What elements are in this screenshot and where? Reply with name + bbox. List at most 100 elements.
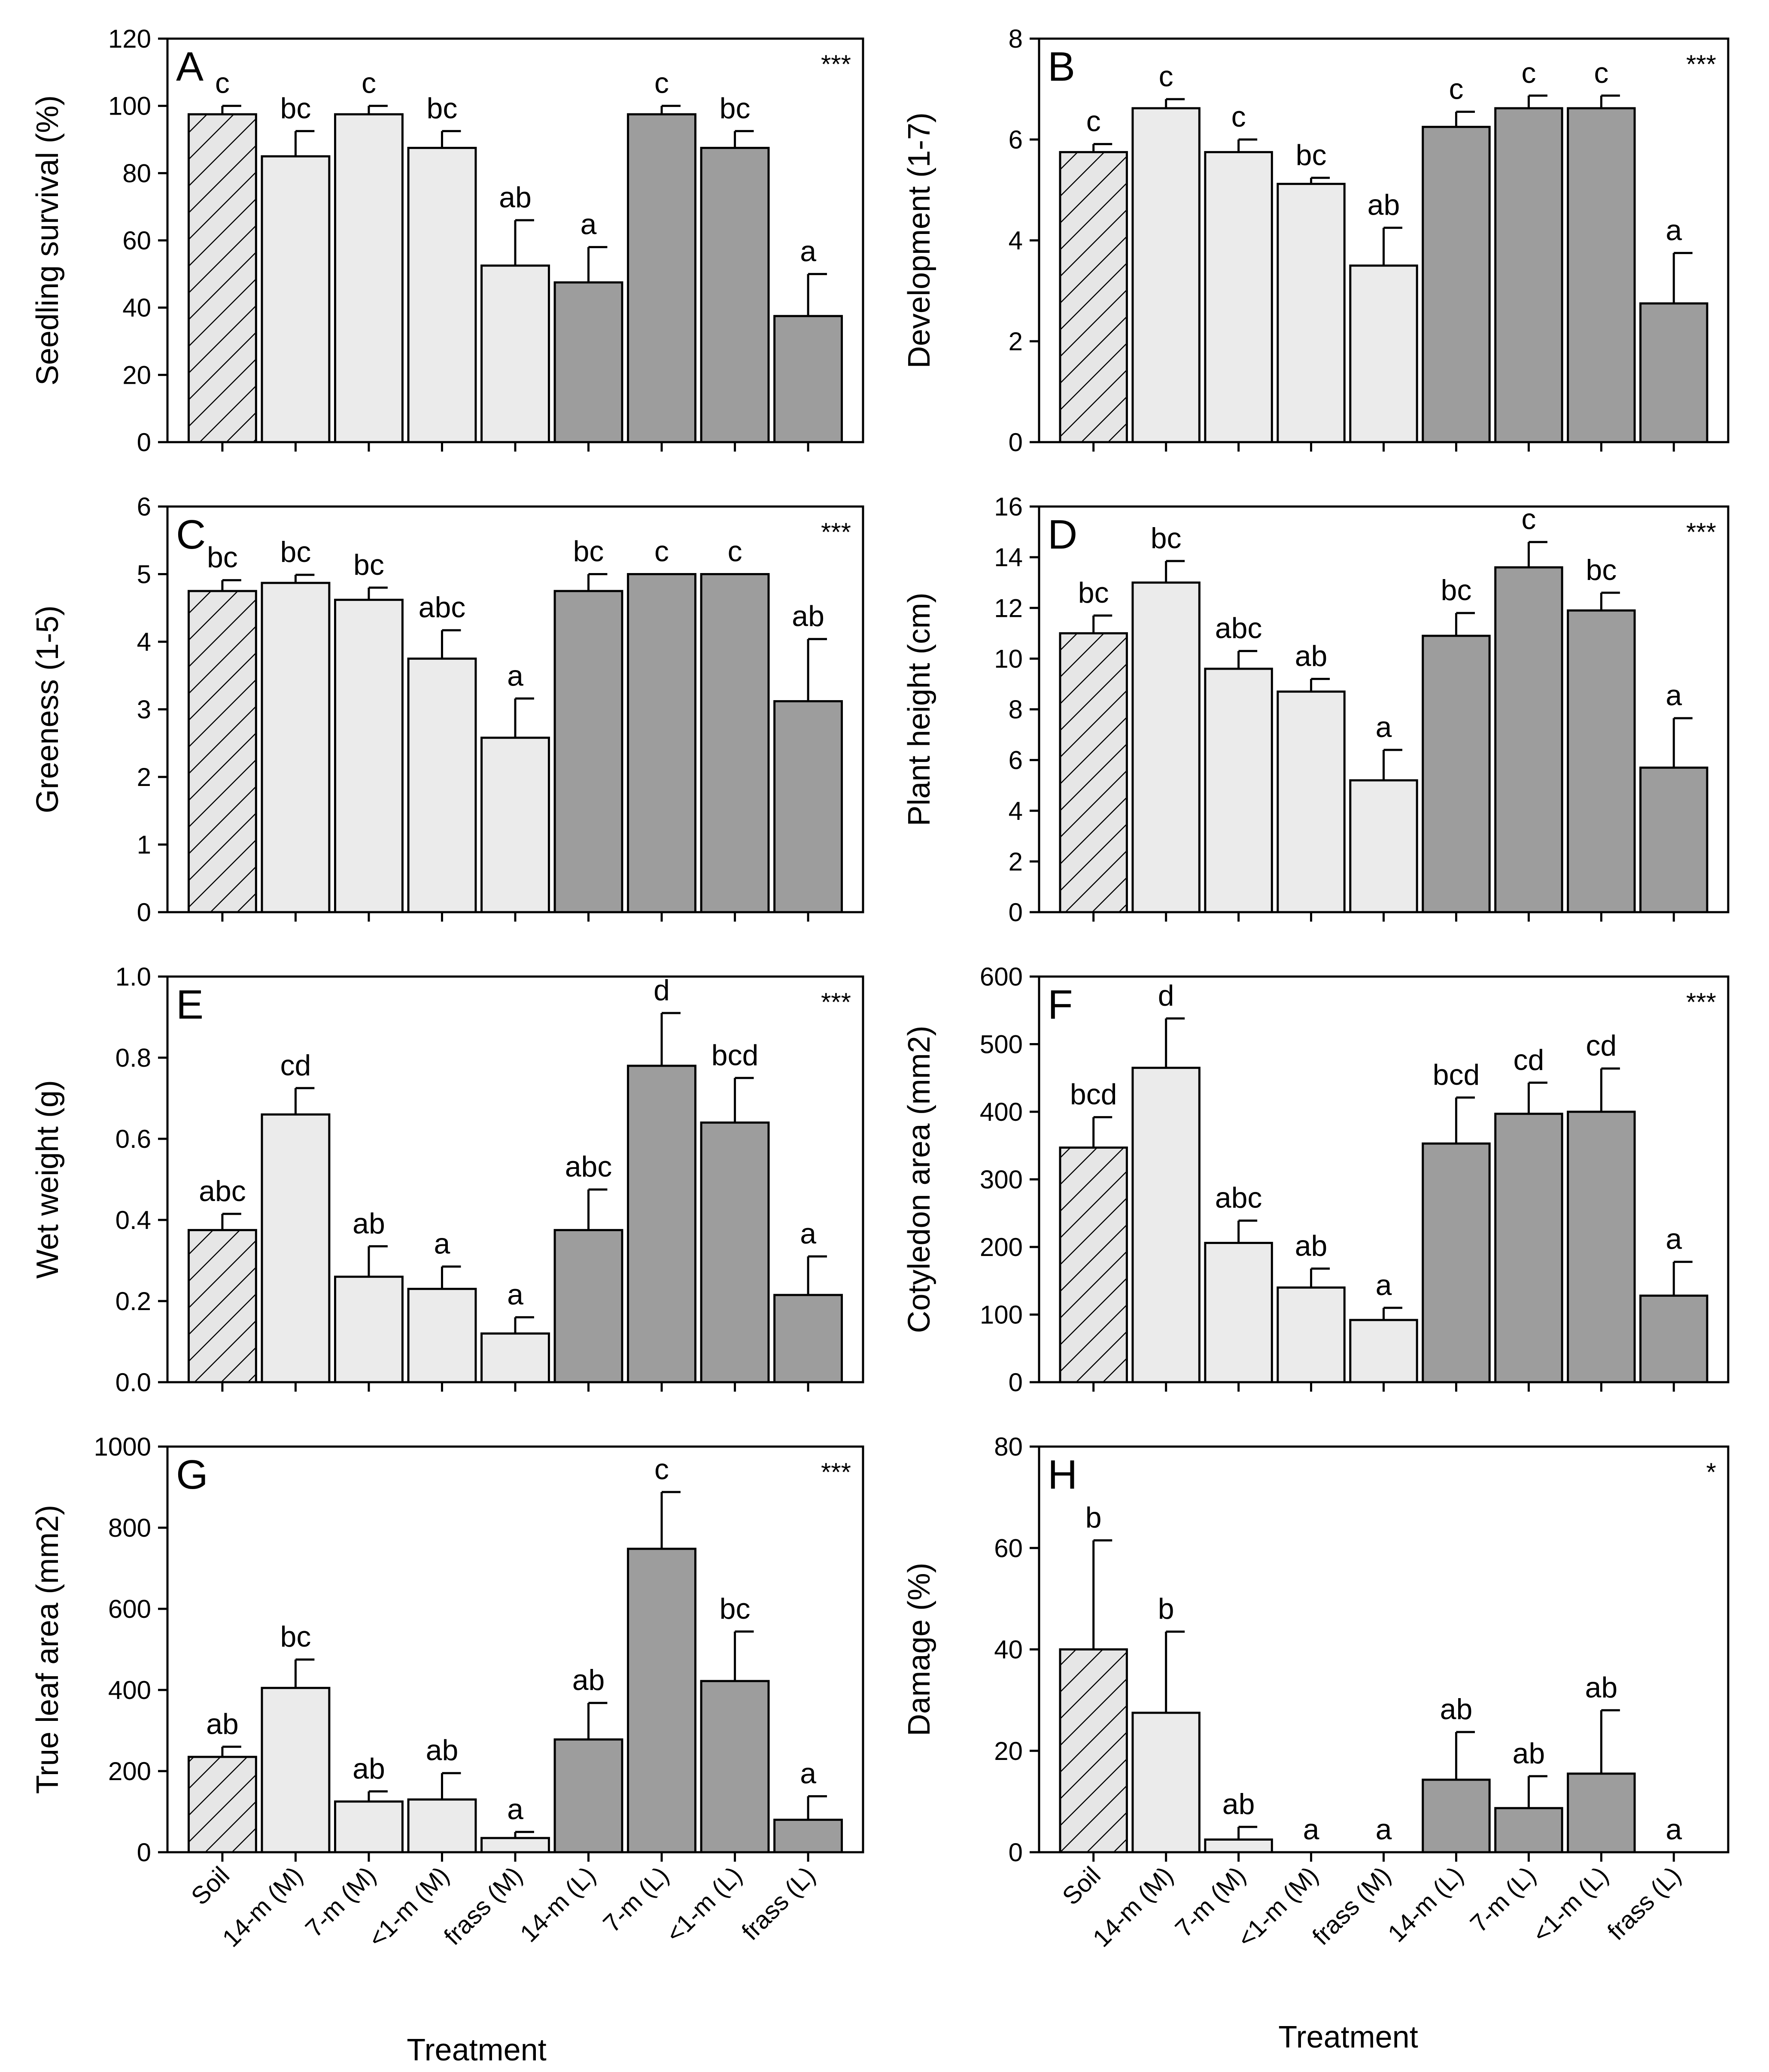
significance-stars: *** bbox=[821, 1458, 851, 1487]
y-axis-title: True leaf area (mm2) bbox=[30, 1505, 65, 1794]
y-tick-label: 100 bbox=[980, 1301, 1023, 1329]
bar bbox=[1131, 581, 1201, 913]
y-tick-label: 10 bbox=[994, 644, 1023, 673]
bar bbox=[1204, 667, 1273, 913]
bar bbox=[407, 657, 477, 913]
significance-letter: bc bbox=[427, 92, 458, 124]
panel-f: 0 100 200 300 400 500 600 Cotyledon area (mm2) F… bbox=[902, 962, 1729, 1397]
y-tick-label: 4 bbox=[1009, 797, 1023, 825]
y-axis-title: Greeness (1-5) bbox=[30, 605, 65, 813]
x-tick-label: 14-m (M) bbox=[1088, 1861, 1179, 1952]
y-tick-label: 0 bbox=[137, 1838, 151, 1867]
panel-letter: D bbox=[1048, 512, 1077, 558]
panel-b: 0 2 4 6 8 Development (1-7) B *** c c c bc ab c c c a bbox=[902, 24, 1729, 457]
bar bbox=[1494, 1807, 1563, 1854]
y-tick-label: 0.6 bbox=[116, 1125, 151, 1153]
bar bbox=[1204, 1242, 1273, 1383]
significance-letter: abc bbox=[419, 591, 466, 624]
bar bbox=[480, 264, 550, 443]
significance-letter: a bbox=[800, 1757, 816, 1790]
significance-letter: bc bbox=[280, 536, 311, 568]
significance-letter: ab bbox=[426, 1734, 459, 1767]
significance-letter: bc bbox=[1586, 554, 1617, 586]
bar bbox=[627, 1547, 696, 1854]
y-tick-label: 4 bbox=[137, 628, 151, 656]
y-tick-label: 1000 bbox=[94, 1432, 151, 1461]
y-tick-label: 0 bbox=[1009, 898, 1023, 927]
y-axis-title: Plant height (cm) bbox=[902, 592, 936, 826]
bar bbox=[627, 1065, 696, 1383]
panel-letter: A bbox=[176, 44, 204, 90]
bar bbox=[1131, 1711, 1201, 1854]
y-tick-label: 6 bbox=[1009, 125, 1023, 154]
x-tick-label: frass (M) bbox=[438, 1861, 528, 1951]
bar bbox=[1349, 264, 1418, 443]
x-tick-label: Soil bbox=[1057, 1861, 1106, 1910]
bar bbox=[1422, 1778, 1491, 1854]
y-tick-label: 120 bbox=[108, 24, 151, 53]
bar bbox=[1131, 107, 1201, 443]
bar bbox=[553, 590, 623, 913]
y-tick-label: 80 bbox=[122, 159, 151, 188]
x-tick-label: 14-m (L) bbox=[1383, 1861, 1469, 1948]
bar bbox=[334, 1800, 404, 1854]
bar bbox=[700, 573, 770, 913]
bar bbox=[261, 582, 331, 913]
significance-letter: ab bbox=[1295, 640, 1328, 673]
significance-stars: *** bbox=[1686, 518, 1716, 546]
significance-letter: ab bbox=[206, 1708, 239, 1740]
y-axis-title: Cotyledon area (mm2) bbox=[902, 1025, 936, 1333]
bar bbox=[1349, 1319, 1418, 1383]
significance-letter: a bbox=[1666, 1223, 1682, 1256]
significance-letter: c bbox=[1231, 100, 1246, 133]
panel-e: 0.0 0.2 0.4 0.6 0.8 1.0 Wet weight (g) E *** abc c… bbox=[30, 962, 864, 1397]
significance-letter: ab bbox=[1368, 189, 1400, 221]
significance-letter: ab bbox=[353, 1207, 385, 1240]
significance-letter: bc bbox=[280, 1620, 311, 1653]
bar bbox=[1422, 126, 1491, 443]
y-tick-label: 60 bbox=[122, 226, 151, 255]
y-tick-label: 600 bbox=[980, 962, 1023, 991]
y-tick-label: 6 bbox=[1009, 746, 1023, 775]
significance-letter: ab bbox=[1585, 1671, 1618, 1704]
bar bbox=[480, 1332, 550, 1383]
significance-letter: abc bbox=[565, 1150, 612, 1183]
significance-letter: c bbox=[1594, 57, 1608, 89]
bar bbox=[553, 1738, 623, 1854]
panel-letter: G bbox=[176, 1452, 208, 1498]
significance-letter: d bbox=[653, 974, 670, 1007]
significance-letter: a bbox=[800, 1217, 816, 1250]
bar bbox=[261, 155, 331, 443]
significance-letter: ab bbox=[1295, 1229, 1328, 1262]
bar bbox=[1494, 566, 1563, 913]
bar bbox=[1422, 634, 1491, 913]
bar bbox=[480, 1837, 550, 1854]
bar bbox=[187, 590, 257, 913]
y-tick-label: 100 bbox=[108, 92, 151, 121]
significance-letter: abc bbox=[199, 1175, 246, 1207]
x-axis-title-right: Treatment bbox=[1278, 2020, 1418, 2054]
significance-letter: a bbox=[1303, 1813, 1319, 1846]
bar bbox=[187, 1756, 257, 1854]
significance-stars: *** bbox=[821, 50, 851, 79]
bar bbox=[334, 1275, 404, 1383]
y-tick-label: 2 bbox=[1009, 847, 1023, 876]
y-tick-label: 8 bbox=[1009, 695, 1023, 724]
significance-letter: ab bbox=[1513, 1737, 1545, 1770]
significance-stars: * bbox=[1706, 1458, 1716, 1487]
y-tick-label: 12 bbox=[994, 594, 1023, 622]
significance-letter: c bbox=[654, 535, 669, 568]
significance-letter: a bbox=[1376, 1813, 1392, 1846]
bar bbox=[627, 113, 696, 443]
y-axis-title: Wet weight (g) bbox=[30, 1080, 65, 1279]
y-axis-title: Development (1-7) bbox=[902, 112, 936, 368]
bar bbox=[1639, 766, 1708, 913]
bar bbox=[553, 1229, 623, 1383]
bar bbox=[700, 1680, 770, 1854]
y-tick-label: 1.0 bbox=[116, 962, 151, 991]
bar bbox=[773, 1294, 843, 1383]
significance-letter: bc bbox=[207, 541, 238, 574]
significance-letter: bc bbox=[1078, 576, 1109, 609]
y-tick-label: 0 bbox=[137, 898, 151, 927]
